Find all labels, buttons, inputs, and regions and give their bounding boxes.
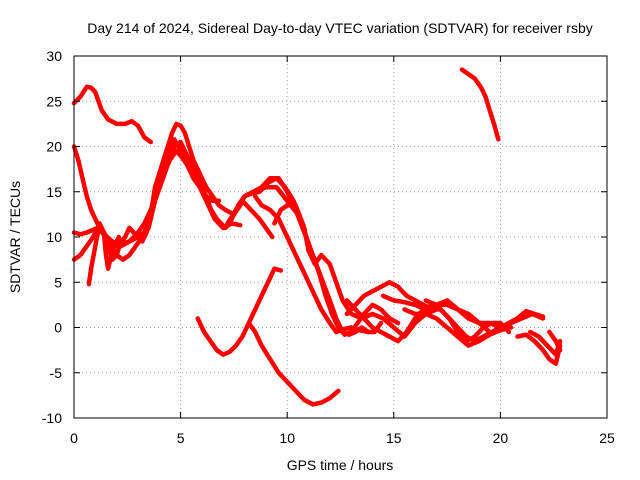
y-tick-label: 15 — [46, 184, 62, 200]
series-line-s20 — [547, 329, 563, 353]
plot-frame — [73, 55, 608, 419]
y-tick-label: 25 — [46, 93, 62, 109]
series-line-s10 — [272, 203, 439, 339]
y-tick-label: 5 — [54, 274, 62, 290]
series-line-s1 — [71, 84, 154, 145]
chart-title: Day 214 of 2024, Sidereal Day-to-day VTE… — [87, 20, 593, 36]
series-line-s6 — [101, 230, 122, 271]
x-tick-label: 20 — [493, 430, 509, 446]
y-tick-label: 20 — [46, 139, 62, 155]
x-tick-label: 15 — [386, 430, 402, 446]
grid — [74, 56, 607, 418]
x-tick-label: 25 — [599, 430, 615, 446]
axis-ticks: 0 5 10 15 20 25 -10 -5 0 5 10 15 20 25 30 — [42, 48, 615, 446]
series-line-s19 — [527, 329, 563, 357]
y-tick-label: 30 — [46, 48, 62, 64]
x-tick-label: 5 — [177, 430, 185, 446]
series-line-s12 — [246, 320, 341, 407]
series-line-s16 — [402, 307, 514, 348]
series-line-s18 — [515, 332, 563, 366]
x-tick-label: 0 — [70, 430, 78, 446]
x-tick-label: 10 — [279, 430, 295, 446]
series-line-s21 — [459, 67, 501, 142]
x-axis-label: GPS time / hours — [287, 457, 394, 473]
series-line-s17 — [423, 298, 492, 335]
series-line-s9 — [252, 194, 371, 335]
series-line-s11 — [195, 266, 284, 357]
y-tick-label: 0 — [54, 320, 62, 336]
y-tick-label: -10 — [42, 410, 62, 426]
y-axis-label: SDTVAR / TECUs — [7, 181, 23, 293]
series-group — [71, 67, 563, 407]
y-tick-label: 10 — [46, 229, 62, 245]
y-tick-label: -5 — [50, 365, 63, 381]
series-line-s5 — [86, 121, 401, 337]
